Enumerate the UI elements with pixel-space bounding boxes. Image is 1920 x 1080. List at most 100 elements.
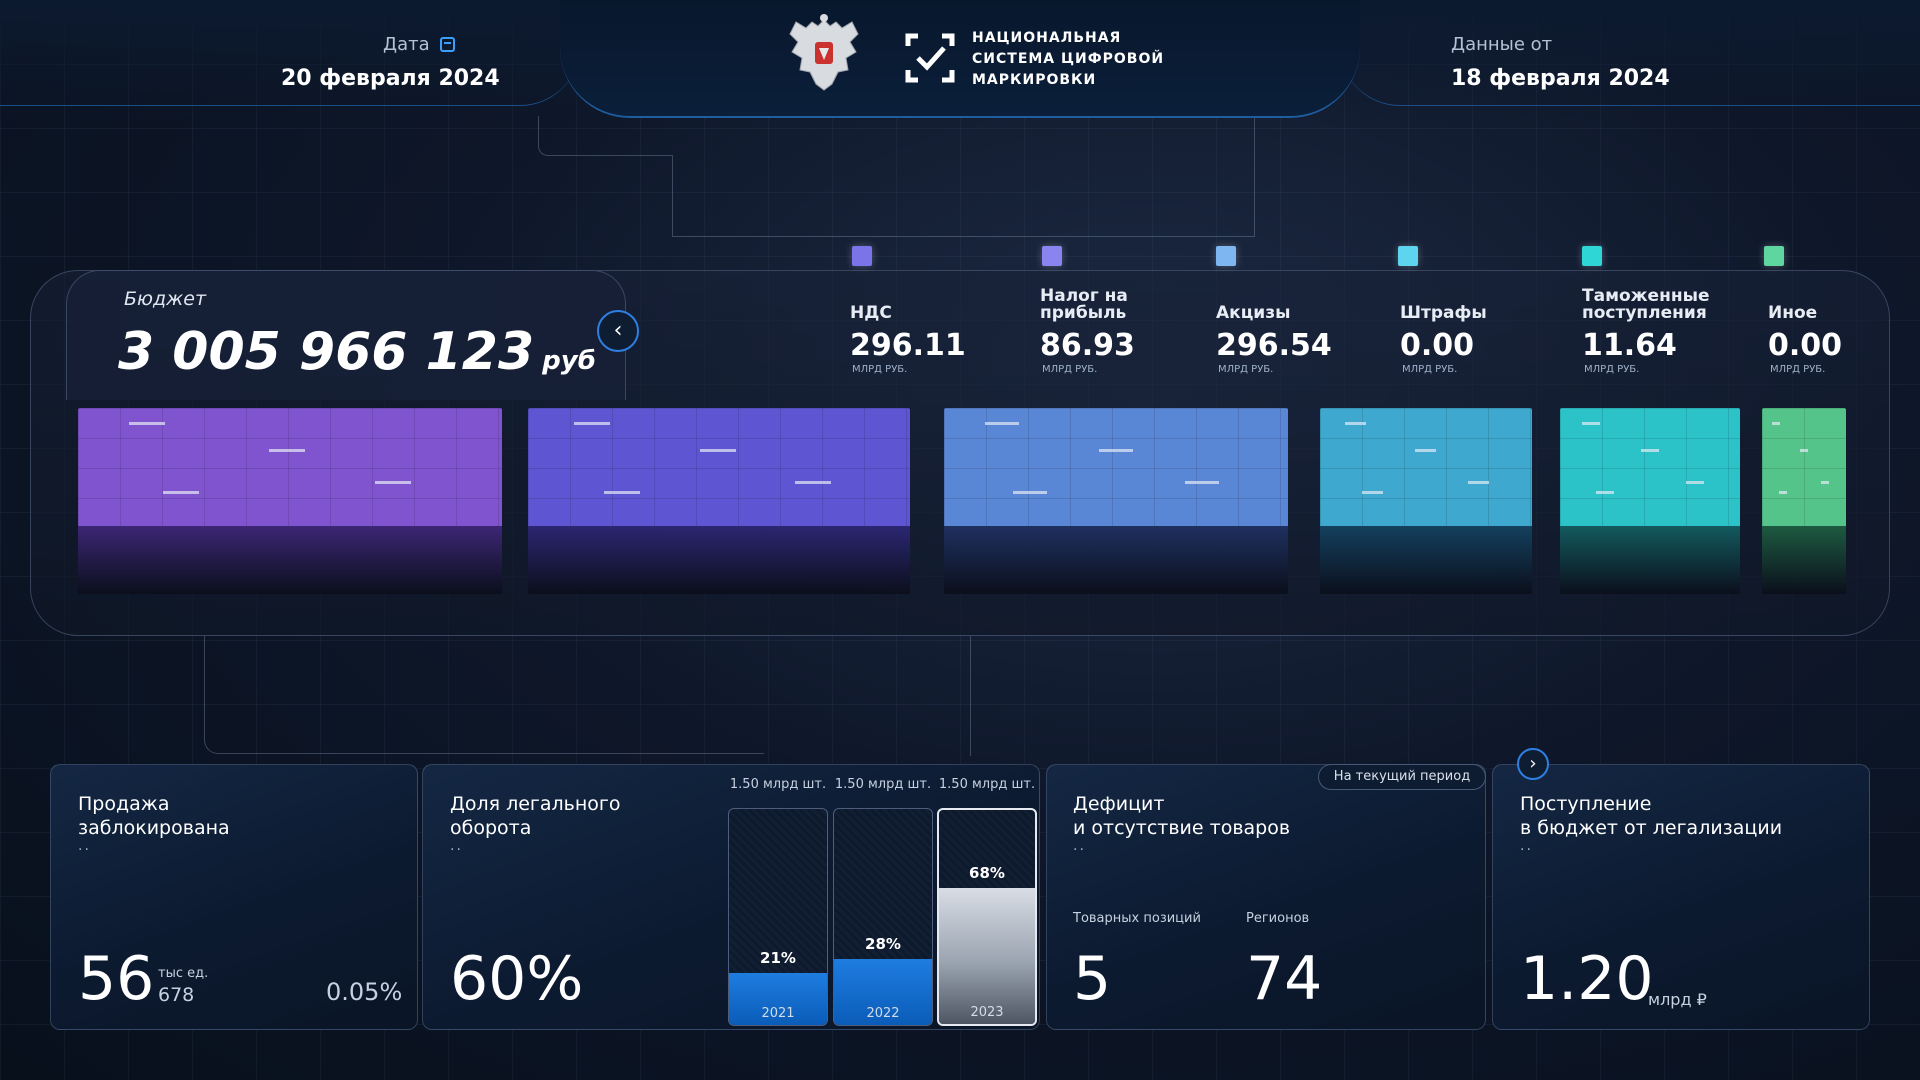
header-left-panel: [0, 0, 580, 106]
logo-line: СИСТЕМА ЦИФРОВОЙ: [972, 51, 1165, 67]
check-frame-icon: [905, 33, 955, 83]
category-name: Штрафы: [1400, 303, 1487, 323]
card-legalization[interactable]: [1492, 764, 1870, 1030]
year-percent: 28%: [865, 935, 901, 953]
regions-value: 74: [1246, 944, 1323, 1014]
positions-value: 5: [1073, 944, 1112, 1014]
category-color-square: [1216, 246, 1236, 266]
chevron-left-icon: ‹: [613, 318, 623, 343]
card-dots: ..: [1520, 838, 1533, 854]
circuit-trace: [1254, 116, 1255, 236]
cube-mark: [700, 449, 736, 452]
category-unit: МЛРД РУБ.: [1584, 364, 1640, 375]
card-title: Дефицит и отсутствие товаров: [1073, 793, 1291, 839]
circuit-trace: [970, 636, 971, 756]
category-color-square: [852, 246, 872, 266]
category-color-square: [1764, 246, 1784, 266]
budget-amount: 3 005 966 123: [118, 322, 535, 382]
cube-mark: [1686, 481, 1704, 484]
header-center-panel: [560, 0, 1360, 118]
logo-line: НАЦИОНАЛЬНАЯ: [972, 30, 1122, 46]
category-unit: МЛРД РУБ.: [852, 364, 908, 375]
budget-cube: [1762, 408, 1846, 594]
budget-cube: [78, 408, 502, 594]
cube-mark: [129, 422, 165, 425]
circuit-trace: [538, 116, 673, 156]
year-column-2023[interactable]: 68% 2023: [937, 808, 1037, 1026]
logo-text: НАЦИОНАЛЬНАЯ СИСТЕМА ЦИФРОВОЙ МАРКИРОВКИ: [972, 28, 1164, 91]
header-right-panel: [1340, 0, 1920, 106]
cube-front-face: [1560, 526, 1740, 594]
category-unit: МЛРД РУБ.: [1770, 364, 1826, 375]
cube-mark: [1772, 422, 1780, 425]
cube-front-face: [944, 526, 1288, 594]
cube-mark: [1185, 481, 1219, 484]
year-fill-bar: [834, 959, 932, 1025]
cube-front-face: [1762, 526, 1846, 594]
year-percent: 68%: [969, 864, 1005, 882]
period-badge[interactable]: На текущий период: [1318, 764, 1486, 790]
coat-of-arms-icon: [789, 14, 859, 91]
data-from-label: Данные от: [1451, 34, 1553, 55]
budget-cube: [1320, 408, 1532, 594]
card-title: Продажа заблокирована: [78, 793, 230, 839]
year-fill-bar: [729, 973, 827, 1025]
cube-top-face: [1762, 408, 1846, 526]
cube-mark: [269, 449, 305, 452]
year-top-label: 1.50 млрд шт.: [834, 777, 932, 792]
category-value: 0.00: [1768, 328, 1843, 363]
category-value: 296.54: [1216, 328, 1332, 363]
cube-top-face: [944, 408, 1288, 526]
cube-top-face: [1320, 408, 1532, 526]
budget-cube: [1560, 408, 1740, 594]
blocked-percent: 0.05%: [326, 978, 403, 1006]
circuit-trace: [204, 636, 764, 754]
cube-mark: [163, 491, 199, 494]
card-sales-blocked[interactable]: [50, 764, 418, 1030]
category-value: 11.64: [1582, 328, 1677, 363]
category-unit: МЛРД РУБ.: [1218, 364, 1274, 375]
year-label: 2022: [866, 1006, 900, 1021]
blocked-sub-value: 678: [158, 984, 195, 1006]
cube-front-face: [528, 526, 910, 594]
year-top-label: 1.50 млрд шт.: [938, 777, 1036, 792]
budget-label: Бюджет: [124, 288, 207, 310]
card-deficit[interactable]: [1046, 764, 1486, 1030]
blocked-value: 56: [78, 944, 155, 1014]
card-dots: ..: [450, 838, 463, 854]
year-label: 2023: [970, 1005, 1004, 1020]
category-value: 0.00: [1400, 328, 1475, 363]
card-title: Поступление в бюджет от легализации: [1520, 793, 1783, 839]
regions-label: Регионов: [1246, 911, 1310, 926]
category-name: Таможенные поступления: [1582, 286, 1710, 323]
cube-mark: [1013, 491, 1047, 494]
data-from-value: 18 февраля 2024: [1451, 66, 1670, 91]
cube-mark: [795, 481, 831, 484]
collapse-button[interactable]: ‹: [597, 310, 639, 352]
blocked-unit: тыс ед.: [158, 966, 209, 981]
card-dots: ..: [78, 838, 91, 854]
cube-mark: [1582, 422, 1600, 425]
year-column-2021[interactable]: 21% 2021: [728, 808, 828, 1026]
category-value: 86.93: [1040, 328, 1135, 363]
budget-value: 3 005 966 123 руб: [118, 322, 596, 382]
legalization-unit: млрд ₽: [1648, 990, 1707, 1009]
year-label: 2021: [761, 1006, 795, 1021]
cube-top-face: [1560, 408, 1740, 526]
category-color-square: [1582, 246, 1602, 266]
date-value: 20 февраля 2024: [281, 66, 500, 91]
cube-front-face: [1320, 526, 1532, 594]
next-button[interactable]: ›: [1517, 748, 1549, 780]
calendar-icon[interactable]: [440, 37, 455, 52]
logo-line: МАРКИРОВКИ: [972, 72, 1097, 88]
cube-mark: [1800, 449, 1808, 452]
circuit-trace: [672, 156, 673, 236]
cube-mark: [1779, 491, 1787, 494]
year-column-2022[interactable]: 28% 2022: [833, 808, 933, 1026]
budget-summary-tab: [66, 270, 626, 400]
legal-share-value: 60%: [450, 944, 584, 1014]
cube-mark: [1641, 449, 1659, 452]
category-value: 296.11: [850, 328, 966, 363]
cube-mark: [574, 422, 610, 425]
cube-mark: [1362, 491, 1383, 494]
